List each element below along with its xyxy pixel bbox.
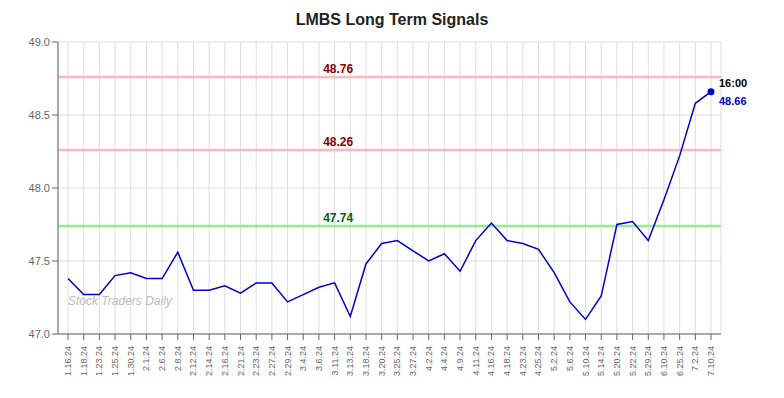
- svg-text:4.2.24: 4.2.24: [424, 346, 434, 371]
- svg-text:5.14.24: 5.14.24: [596, 346, 606, 376]
- svg-text:3.27.24: 3.27.24: [408, 346, 418, 376]
- svg-text:48.5: 48.5: [29, 109, 50, 121]
- svg-text:2.27.24: 2.27.24: [267, 346, 277, 376]
- svg-text:1.30.24: 1.30.24: [126, 346, 136, 376]
- svg-text:4.11.24: 4.11.24: [471, 346, 481, 375]
- svg-text:47.5: 47.5: [29, 255, 50, 267]
- svg-text:5.10.24: 5.10.24: [581, 346, 591, 376]
- svg-text:5.29.24: 5.29.24: [643, 346, 653, 376]
- html-text:LMBS Long Term Signals: LMBS Long Term Signals: [295, 11, 489, 28]
- svg-text:4.23.24: 4.23.24: [518, 346, 528, 376]
- svg-text:7.10.24: 7.10.24: [706, 346, 716, 376]
- svg-text:5.2.24: 5.2.24: [549, 346, 559, 371]
- svg-text:48.0: 48.0: [29, 182, 50, 194]
- svg-text:49.0: 49.0: [29, 36, 50, 48]
- svg-text:4.16.24: 4.16.24: [486, 346, 496, 376]
- svg-text:48.26: 48.26: [323, 135, 353, 149]
- svg-text:4.9.24: 4.9.24: [455, 346, 465, 371]
- svg-text:2.8.24: 2.8.24: [173, 346, 183, 371]
- svg-text:2.23.24: 2.23.24: [251, 346, 261, 376]
- svg-text:3.20.24: 3.20.24: [377, 346, 387, 376]
- svg-text:5.6.24: 5.6.24: [565, 346, 575, 371]
- svg-text:48.76: 48.76: [323, 62, 353, 76]
- svg-text:4.18.24: 4.18.24: [502, 346, 512, 376]
- svg-text:48.66: 48.66: [719, 95, 747, 107]
- svg-text:1.16.24: 1.16.24: [63, 346, 73, 376]
- svg-text:2.29.24: 2.29.24: [283, 346, 293, 376]
- svg-text:1.18.24: 1.18.24: [79, 346, 89, 376]
- svg-text:2.12.24: 2.12.24: [188, 346, 198, 376]
- svg-text:2.1.24: 2.1.24: [141, 346, 151, 371]
- svg-text:3.25.24: 3.25.24: [392, 346, 402, 376]
- svg-text:2.6.24: 2.6.24: [157, 346, 167, 371]
- svg-text:3.18.24: 3.18.24: [361, 346, 371, 376]
- html-text:Stock Traders Daily: Stock Traders Daily: [68, 294, 172, 308]
- svg-text:2.14.24: 2.14.24: [204, 346, 214, 376]
- svg-text:1.23.24: 1.23.24: [94, 346, 104, 376]
- svg-text:3.6.24: 3.6.24: [314, 346, 324, 371]
- svg-text:5.22.24: 5.22.24: [628, 346, 638, 376]
- svg-text:4.4.24: 4.4.24: [439, 346, 449, 371]
- svg-text:47.74: 47.74: [323, 211, 353, 225]
- svg-text:4.25.24: 4.25.24: [533, 346, 543, 376]
- svg-text:1.25.24: 1.25.24: [110, 346, 120, 376]
- svg-text:6.25.24: 6.25.24: [675, 346, 685, 376]
- svg-text:47.0: 47.0: [29, 328, 50, 340]
- svg-text:5.20.24: 5.20.24: [612, 346, 622, 376]
- svg-text:7.2.24: 7.2.24: [690, 346, 700, 371]
- svg-text:3.4.24: 3.4.24: [298, 346, 308, 371]
- svg-text:2.16.24: 2.16.24: [220, 346, 230, 376]
- svg-text:3.13.24: 3.13.24: [345, 346, 355, 376]
- svg-text:2.21.24: 2.21.24: [236, 346, 246, 376]
- svg-text:3.11.24: 3.11.24: [330, 346, 340, 375]
- svg-text:16:00: 16:00: [719, 77, 747, 89]
- svg-text:6.10.24: 6.10.24: [659, 346, 669, 376]
